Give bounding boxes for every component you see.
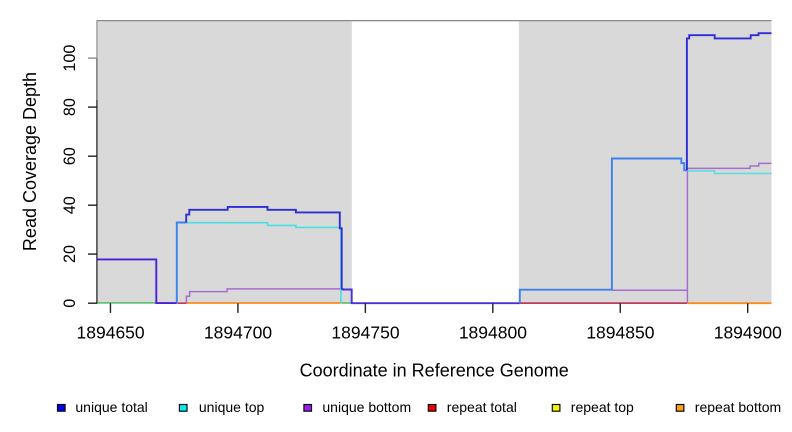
svg-text:unique total: unique total xyxy=(75,399,147,415)
svg-text:Read Coverage Depth: Read Coverage Depth xyxy=(20,72,40,251)
svg-text:unique top: unique top xyxy=(199,399,265,415)
svg-text:20: 20 xyxy=(61,245,79,263)
svg-text:1894900: 1894900 xyxy=(714,322,782,342)
svg-text:1894650: 1894650 xyxy=(77,322,145,342)
svg-text:1894700: 1894700 xyxy=(204,322,272,342)
svg-text:unique bottom: unique bottom xyxy=(322,399,411,415)
svg-text:repeat top: repeat top xyxy=(571,399,634,415)
svg-text:1894850: 1894850 xyxy=(586,322,654,342)
svg-text:60: 60 xyxy=(61,147,79,165)
svg-text:0: 0 xyxy=(61,299,79,308)
svg-text:1894750: 1894750 xyxy=(331,322,399,342)
svg-text:40: 40 xyxy=(61,196,79,214)
svg-text:1894800: 1894800 xyxy=(459,322,527,342)
svg-text:repeat bottom: repeat bottom xyxy=(695,399,781,415)
svg-text:Coordinate in Reference Genome: Coordinate in Reference Genome xyxy=(300,361,569,381)
svg-text:100: 100 xyxy=(61,45,79,72)
svg-text:80: 80 xyxy=(61,98,79,116)
svg-text:repeat total: repeat total xyxy=(447,399,517,415)
